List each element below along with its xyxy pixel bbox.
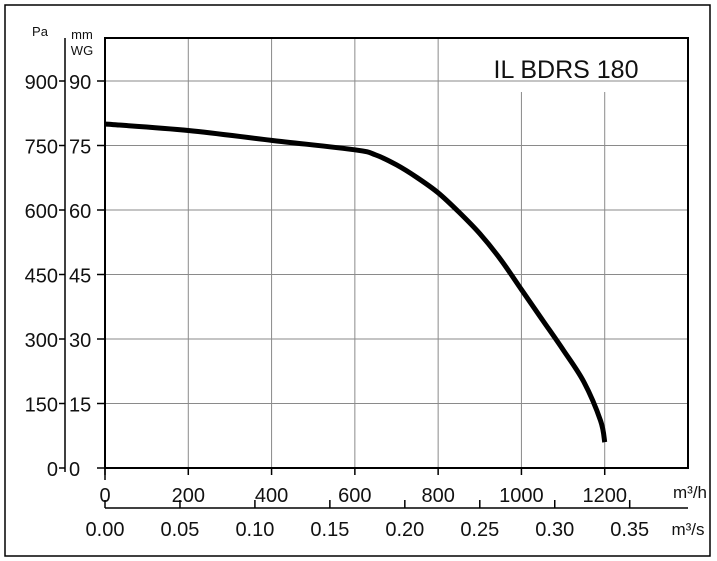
m3h-tick-label: 800 <box>421 485 454 507</box>
m3s-tick-label: 0.15 <box>310 519 349 541</box>
pa-tick-label: 300 <box>25 330 58 352</box>
m3h-tick-label: 600 <box>338 485 371 507</box>
pa-tick-label: 750 <box>25 137 58 159</box>
grid-layer <box>105 38 688 468</box>
m3s-tick-label: 0.30 <box>535 519 574 541</box>
wg-tick-label: 45 <box>69 266 91 288</box>
pa-tick-label: 450 <box>25 266 58 288</box>
wg-unit-label-line1: mm <box>71 27 93 42</box>
wg-tick-label: 75 <box>69 137 91 159</box>
chart-border <box>4 4 711 557</box>
wg-unit-label-line2: WG <box>71 43 93 58</box>
m3s-unit-label: m³/s <box>671 520 704 539</box>
wg-tick-label: 60 <box>69 201 91 223</box>
m3s-tick-label: 0.35 <box>610 519 649 541</box>
pa-tick-label: 900 <box>25 72 58 94</box>
wg-tick-label: 15 <box>69 395 91 417</box>
m3s-tick-label: 0.25 <box>460 519 499 541</box>
m3h-tick-label: 1200 <box>582 485 627 507</box>
chart-title: IL BDRS 180 <box>494 56 639 84</box>
m3h-tick-label: 400 <box>255 485 288 507</box>
m3h-tick-label: 0 <box>99 485 110 507</box>
pa-tick-label: 0 <box>47 459 58 481</box>
m3s-tick-label: 0.20 <box>385 519 424 541</box>
pa-tick-label: 150 <box>25 395 58 417</box>
m3h-tick-label: 200 <box>172 485 205 507</box>
m3h-tick-label: 1000 <box>499 485 544 507</box>
wg-tick-label: 0 <box>69 459 80 481</box>
pa-tick-label: 600 <box>25 201 58 223</box>
m3s-tick-label: 0.05 <box>160 519 199 541</box>
plot-frame <box>104 37 689 469</box>
pa-unit-label: Pa <box>32 24 49 39</box>
m3h-unit-label: m³/h <box>673 483 707 502</box>
wg-tick-label: 30 <box>69 330 91 352</box>
performance-curve-line <box>104 121 608 443</box>
m3s-tick-label: 0.10 <box>235 519 274 541</box>
m3s-tick-label: 0.00 <box>86 519 125 541</box>
wg-tick-label: 90 <box>69 72 91 94</box>
series-layer <box>104 121 608 443</box>
